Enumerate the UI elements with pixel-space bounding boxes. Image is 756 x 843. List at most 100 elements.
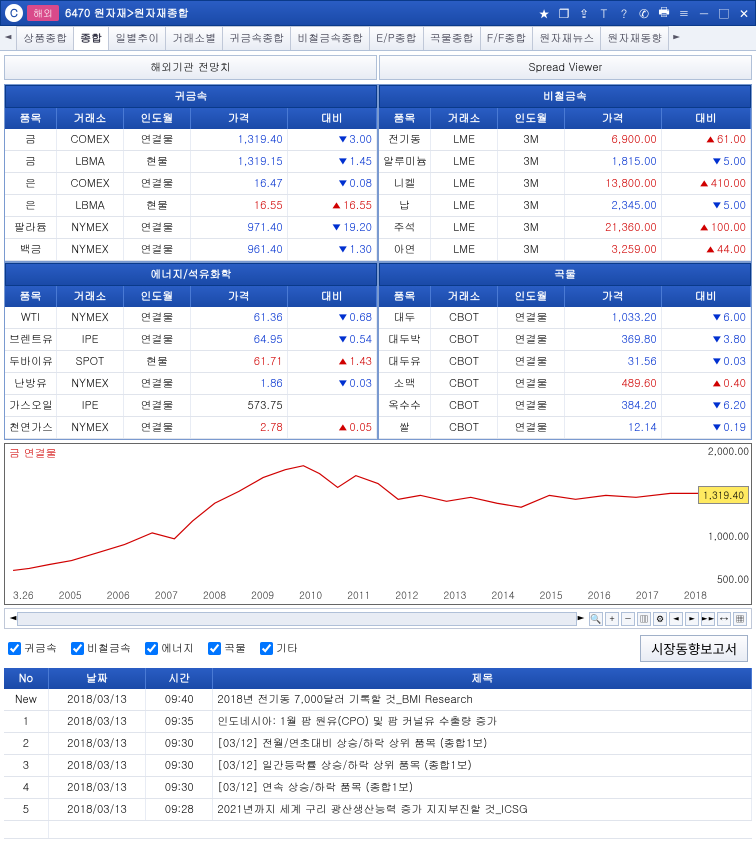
basemetals-label: 비철금속 [379,85,751,108]
table-row[interactable]: 금COMEX연결물1,319.40▼3.00 [5,129,377,151]
table-row[interactable]: WTINYMEX연결물61.36▼0.68 [5,307,377,329]
titlebar-tools: ★ ❐ ⇪ T ? ✆ 🖶 ≡ ― □ ✕ [537,6,751,20]
tab-1[interactable]: 종합 [73,26,109,50]
close-icon[interactable]: ✕ [737,6,751,20]
tool-zoom-out-icon[interactable]: − [621,612,635,626]
tab-0[interactable]: 상품종합 [16,26,74,50]
table-row[interactable]: 금LBMA현물1,319.15▼1.45 [5,151,377,173]
tab-6[interactable]: E/P종합 [369,26,423,50]
table-row[interactable]: 대두박CBOT연결물369.80▼3.80 [379,329,751,351]
table-row[interactable]: 은COMEX연결물16.47▼0.08 [5,173,377,195]
tab-5[interactable]: 비철금속종합 [290,26,370,50]
section-buttons: 해외기관 전망치 Spread Viewer [0,51,756,84]
copy-icon[interactable]: ❐ [557,6,571,20]
tab-2[interactable]: 일별추이 [108,26,166,50]
col-header: 인도월 [124,108,191,129]
basemetals-panel: 비철금속 품목거래소인도월가격대비 전기동LME3M6,900.00▲61.00… [378,84,752,262]
table-row[interactable]: 전기동LME3M6,900.00▲61.00 [379,129,751,151]
table-row[interactable]: 주석LME3M21,360.00▲100.00 [379,217,751,239]
filter-check[interactable]: 귀금속 [8,641,57,656]
checkbox[interactable] [208,642,221,655]
print-icon[interactable]: 🖶 [657,6,671,20]
table-row[interactable]: 니켈LME3M13,800.00▲410.00 [379,173,751,195]
filter-check[interactable]: 기타 [260,641,298,656]
tab-10[interactable]: 원자재동향 [600,26,669,50]
tool-next-icon[interactable]: ►► [701,612,715,626]
tool-grid-icon[interactable]: ▦ [733,612,747,626]
col-header: 대비 [288,108,377,129]
star-icon[interactable]: ★ [537,6,551,20]
table-row[interactable]: 아연LME3M3,259.00▲44.00 [379,239,751,261]
tab-next-icon[interactable]: ► [668,26,684,50]
table-row[interactable]: 백금NYMEX연결물961.40▼1.30 [5,239,377,261]
table-row[interactable]: 가스오일IPE연결물573.75 [5,395,377,417]
table-row[interactable]: 알루미늄LME3M1,815.00▼5.00 [379,151,751,173]
grains-panel: 곡물 품목거래소인도월가격대비 대두CBOT연결물1,033.20▼6.00대두… [378,262,752,440]
tab-7[interactable]: 곡물종합 [423,26,481,50]
table-row[interactable]: 난방유NYMEX연결물1.86▼0.03 [5,373,377,395]
col-header: 거래소 [57,286,124,307]
tab-4[interactable]: 귀금속종합 [222,26,291,50]
help-icon[interactable]: ? [617,6,631,20]
tab-8[interactable]: F/F종합 [480,26,534,50]
filter-check[interactable]: 비철금속 [71,641,131,656]
col-header: 거래소 [431,286,498,307]
forecast-button[interactable]: 해외기관 전망치 [4,55,377,80]
text-icon[interactable]: T [597,6,611,20]
tool-prev-icon[interactable]: ◄ [669,612,683,626]
scroll-left-icon[interactable]: ◄ [9,611,17,626]
news-row[interactable]: 42018/03/1309:30[03/12] 연속 상승/하락 품목 (종합1… [4,777,752,799]
chart-yaxis: 2,000.001,500.001,000.00500.00 [708,444,749,586]
col-header: 가격 [565,286,662,307]
tool-zoom-in-icon[interactable]: + [605,612,619,626]
table-row[interactable]: 옥수수CBOT연결물384.20▼6.20 [379,395,751,417]
col-header: 인도월 [498,108,565,129]
tool-chart-icon[interactable]: ▥ [637,612,651,626]
table-row[interactable]: 브렌트유IPE연결물64.95▼0.54 [5,329,377,351]
news-row[interactable]: New2018/03/1309:402018년 전기동 7,000달러 기록할 … [4,689,752,711]
news-row[interactable]: 22018/03/1309:30[03/12] 전월/연초대비 상승/하락 상위… [4,733,752,755]
tool-search-icon[interactable]: 🔍 [589,612,603,626]
checkbox[interactable] [145,642,158,655]
col-header: 인도월 [498,286,565,307]
table-row[interactable]: 은LBMA현물16.55▲16.55 [5,195,377,217]
col-header: 가격 [565,108,662,129]
table-row[interactable]: 쌀CBOT연결물12.14▼0.19 [379,417,751,439]
col-header: 품목 [5,286,57,307]
pin-icon[interactable]: ⇪ [577,6,591,20]
tab-3[interactable]: 거래소별 [165,26,223,50]
table-row[interactable]: 두바이유SPOT현물61.71▲1.43 [5,351,377,373]
spread-viewer-button[interactable]: Spread Viewer [379,55,752,80]
tab-prev-icon[interactable]: ◄ [0,26,16,50]
report-button[interactable]: 시장동향보고서 [640,635,748,662]
checkbox[interactable] [260,642,273,655]
tool-width-icon[interactable]: ↔ [717,612,731,626]
table-row[interactable]: 천연가스NYMEX연결물2.78▲0.05 [5,417,377,439]
chart-title: 금 연결물 [9,446,57,461]
titlebar: C 해외 6470 원자재>원자재종합 ★ ❐ ⇪ T ? ✆ 🖶 ≡ ― □ … [0,0,756,26]
filter-check[interactable]: 에너지 [145,641,194,656]
news-row[interactable]: 12018/03/1309:35인도네시아: 1월 팜 원유(CPO) 및 팜 … [4,711,752,733]
precious-panel: 귀금속 품목거래소인도월가격대비 금COMEX연결물1,319.40▼3.00금… [4,84,378,262]
menu-icon[interactable]: ≡ [677,6,691,20]
chart-xaxis: 3.26200520062007200820092010201120122013… [13,588,707,602]
scroll-right-icon[interactable]: ► [577,611,585,626]
table-row[interactable]: 팔라듐NYMEX연결물971.40▼19.20 [5,217,377,239]
table-row[interactable]: 납LME3M2,345.00▼5.00 [379,195,751,217]
tool-settings-icon[interactable]: ⚙ [653,612,667,626]
table-row[interactable]: 대두유CBOT연결물31.56▼0.03 [379,351,751,373]
maximize-icon[interactable]: □ [717,6,731,20]
table-row[interactable]: 대두CBOT연결물1,033.20▼6.00 [379,307,751,329]
news-row[interactable]: 32018/03/1309:30[03/12] 일간등락률 상승/하락 상위 품… [4,755,752,777]
checkbox[interactable] [71,642,84,655]
app-logo: C [5,4,23,22]
filter-check[interactable]: 곡물 [208,641,246,656]
checkbox[interactable] [8,642,21,655]
table-row[interactable]: 소맥CBOT연결물489.60▲0.40 [379,373,751,395]
news-row[interactable]: 52018/03/1309:282021년까지 세계 구리 광산생산능력 증가 … [4,799,752,821]
minimize-icon[interactable]: ― [697,6,711,20]
tab-9[interactable]: 원자재뉴스 [532,26,601,50]
scrollbar[interactable] [17,612,577,626]
tool-play-icon[interactable]: ► [685,612,699,626]
phone-icon[interactable]: ✆ [637,6,651,20]
